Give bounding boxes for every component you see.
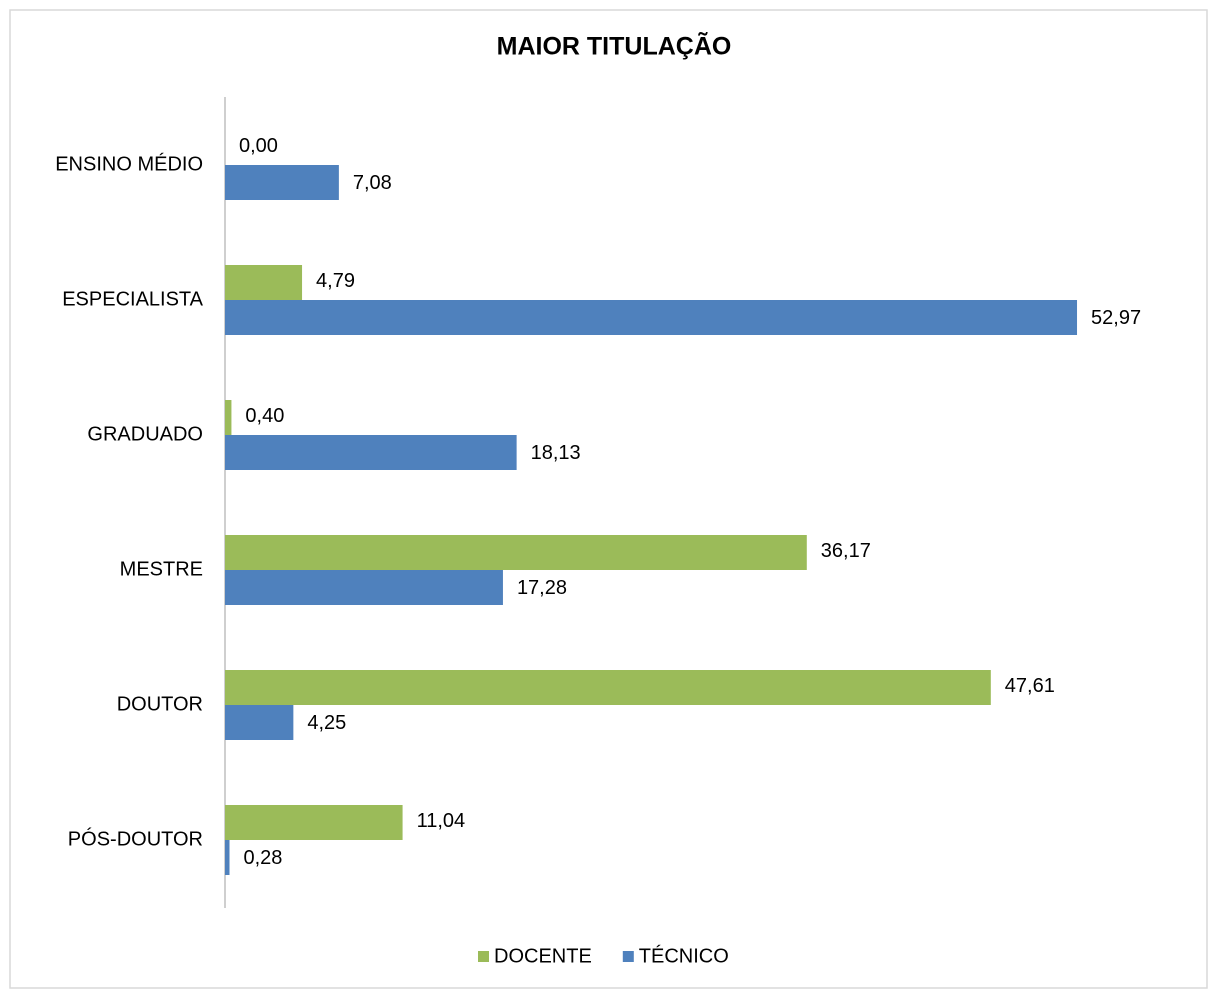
- data-label: 11,04: [417, 810, 466, 832]
- data-label: 47,61: [1005, 675, 1055, 697]
- bar: [225, 805, 403, 840]
- bar: [225, 435, 517, 470]
- chart-title: MAIOR TITULAÇÃO: [497, 31, 732, 61]
- data-label: 7,08: [353, 172, 392, 194]
- bar: [225, 265, 303, 300]
- legend-swatch: [622, 951, 634, 962]
- bar: [225, 300, 1078, 335]
- bar: [225, 535, 807, 570]
- y-tick-label: ESPECIALISTA: [62, 288, 203, 310]
- bar: [225, 570, 503, 605]
- data-label: 0,40: [245, 405, 284, 427]
- y-tick-label: MESTRE: [120, 558, 203, 580]
- legend-label: TÉCNICO: [639, 944, 729, 967]
- bar: [225, 165, 339, 200]
- legend-swatch: [478, 951, 489, 962]
- y-tick-label: ENSINO MÉDIO: [55, 152, 203, 175]
- data-label: 4,25: [307, 712, 346, 734]
- bar: [225, 670, 991, 705]
- y-tick-label: PÓS-DOUTOR: [68, 827, 203, 850]
- bar: [225, 400, 232, 435]
- data-label: 52,97: [1091, 307, 1141, 329]
- data-label: 36,17: [821, 540, 871, 562]
- data-label: 17,28: [517, 577, 567, 599]
- data-label: 18,13: [531, 442, 581, 464]
- chart-border: [9, 9, 1208, 989]
- data-label: 0,28: [244, 847, 283, 869]
- bar: [225, 840, 230, 875]
- data-label: 0,00: [239, 135, 278, 157]
- y-tick-label: GRADUADO: [87, 423, 203, 445]
- legend-label: DOCENTE: [494, 945, 592, 967]
- data-label: 4,79: [316, 270, 355, 292]
- bar: [225, 705, 294, 740]
- y-tick-label: DOUTOR: [117, 693, 203, 715]
